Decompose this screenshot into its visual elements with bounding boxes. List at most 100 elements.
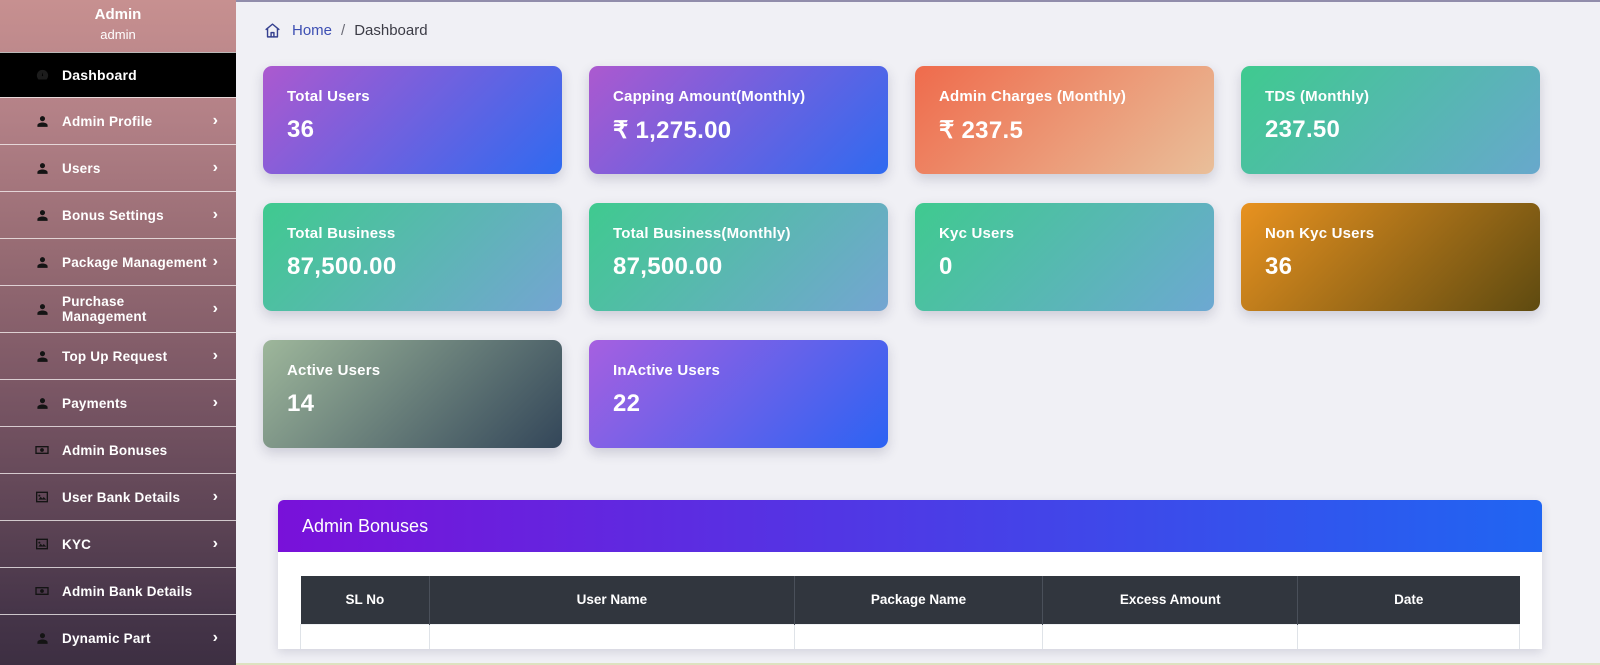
sidebar-item-users[interactable]: Users › (0, 144, 236, 191)
stat-card-tds-monthly: TDS (Monthly) 237.50 (1241, 66, 1540, 174)
stat-card-label: Non Kyc Users (1265, 225, 1375, 242)
sidebar-item-bonus-settings[interactable]: Bonus Settings › (0, 191, 236, 238)
stat-card-value: 36 (1265, 253, 1293, 280)
user-icon (34, 395, 50, 411)
chevron-right-icon: › (212, 347, 218, 364)
chevron-right-icon: › (212, 488, 218, 505)
stat-card-label: TDS (Monthly) (1265, 88, 1370, 105)
stat-card-total-business: Total Business 87,500.00 (263, 203, 562, 311)
stat-card-kyc-users: Kyc Users 0 (915, 203, 1214, 311)
chevron-right-icon: › (212, 253, 218, 270)
stat-card-capping-amount-monthly: Capping Amount(Monthly) ₹ 1,275.00 (589, 66, 888, 174)
column-header-package-name: Package Name (794, 576, 1044, 624)
sidebar-item-payments[interactable]: Payments › (0, 379, 236, 426)
stat-card-total-users: Total Users 36 (263, 66, 562, 174)
money-icon (34, 583, 50, 599)
admin-bonuses-header: Admin Bonuses (278, 500, 1542, 552)
stat-card-label: Admin Charges (Monthly) (939, 88, 1127, 105)
stat-card-value: 22 (613, 390, 641, 417)
empty-cell (1042, 623, 1299, 649)
column-header-user-name: User Name (429, 576, 795, 624)
sidebar-header: Admin admin (0, 0, 236, 52)
sidebar-item-label: Package Management (62, 254, 207, 270)
breadcrumb: Home / Dashboard (264, 22, 1600, 39)
stat-card-label: Total Users (287, 88, 370, 105)
breadcrumb-current: Dashboard (354, 22, 428, 39)
stat-cards-grid: Total Users 36 Capping Amount(Monthly) ₹ 1,… (263, 66, 1540, 448)
user-icon (34, 160, 50, 176)
user-icon (34, 207, 50, 223)
bottom-edge-line (236, 663, 1600, 665)
sidebar-item-package-management[interactable]: Package Management › (0, 238, 236, 285)
stat-card-non-kyc-users: Non Kyc Users 36 (1241, 203, 1540, 311)
app-title: Admin (94, 6, 142, 23)
sidebar-item-dynamic-part[interactable]: Dynamic Part › (0, 614, 236, 661)
empty-cell (1297, 623, 1520, 649)
user-icon (34, 113, 50, 129)
chevron-right-icon: › (212, 394, 218, 411)
stat-card-label: InActive Users (613, 362, 721, 379)
column-header-date: Date (1297, 576, 1520, 624)
stat-card-label: Total Business (287, 225, 396, 242)
sidebar-item-label: User Bank Details (62, 489, 181, 505)
sidebar-item-dashboard[interactable]: Dashboard (0, 52, 236, 97)
sidebar-item-top-up-request[interactable]: Top Up Request › (0, 332, 236, 379)
home-icon (264, 22, 281, 39)
stat-card-total-business-monthly: Total Business(Monthly) 87,500.00 (589, 203, 888, 311)
admin-bonuses-table: SL No User Name Package Name Excess Amount D… (299, 576, 1520, 649)
sidebar-item-label: Bonus Settings (62, 207, 164, 223)
empty-cell (793, 623, 1044, 649)
money-icon (34, 442, 50, 458)
sidebar-item-user-bank-details[interactable]: User Bank Details › (0, 473, 236, 520)
sidebar-item-label: Top Up Request (62, 348, 168, 364)
app-subtitle: admin (100, 27, 136, 42)
sidebar-item-admin-bonuses[interactable]: Admin Bonuses (0, 426, 236, 473)
sidebar-item-label: Purchase Management (62, 294, 147, 324)
empty-cell (299, 623, 431, 649)
stat-card-label: Capping Amount(Monthly) (613, 88, 806, 105)
stat-card-admin-charges-monthly: Admin Charges (Monthly) ₹ 237.5 (915, 66, 1214, 174)
table-header-row: SL No User Name Package Name Excess Amount D… (300, 576, 1520, 624)
sidebar-item-label: Payments (62, 395, 128, 411)
sidebar-item-label: Admin Bank Details (62, 583, 193, 599)
sidebar-item-label: Users (62, 160, 101, 176)
stat-card-value: 14 (287, 390, 315, 417)
dashboard-icon (34, 67, 50, 83)
chevron-right-icon: › (212, 159, 218, 176)
chevron-right-icon: › (212, 112, 218, 129)
sidebar: Admin admin Dashboard Admin Profile › Users… (0, 0, 236, 665)
sidebar-item-purchase-management[interactable]: Purchase Management › (0, 285, 236, 332)
user-icon (34, 348, 50, 364)
sidebar-item-label: Admin Profile (62, 113, 153, 129)
main-content: Home / Dashboard Total Users 36 Capping Am… (236, 0, 1600, 665)
empty-cell (429, 623, 795, 649)
breadcrumb-home-link[interactable]: Home (292, 22, 333, 39)
stat-card-value: 0 (939, 253, 953, 280)
sidebar-item-admin-bank-details[interactable]: Admin Bank Details (0, 567, 236, 614)
stat-card-inactive-users: InActive Users 22 (589, 340, 888, 448)
image-icon (34, 536, 50, 552)
breadcrumb-separator: / (341, 22, 346, 39)
image-icon (34, 489, 50, 505)
admin-bonuses-panel: Admin Bonuses SL No User Name Package Name… (278, 500, 1542, 649)
chevron-right-icon: › (212, 206, 218, 223)
stat-card-value: 87,500.00 (287, 253, 397, 280)
stat-card-value: 87,500.00 (613, 253, 723, 280)
column-header-sl-no: SL No (300, 576, 431, 624)
sidebar-nav: Dashboard Admin Profile › Users › Bonus Setti… (0, 52, 236, 661)
stat-card-active-users: Active Users 14 (263, 340, 562, 448)
sidebar-item-kyc[interactable]: KYC › (0, 520, 236, 567)
admin-bonuses-body: SL No User Name Package Name Excess Amount D… (278, 552, 1542, 649)
chevron-right-icon: › (212, 300, 218, 317)
sidebar-item-label: KYC (62, 536, 92, 552)
stat-card-value: ₹ 1,275.00 (613, 117, 732, 144)
sidebar-item-label: Dynamic Part (62, 630, 151, 646)
stat-card-label: Kyc Users (939, 225, 1015, 242)
sidebar-item-label: Dashboard (62, 67, 137, 83)
table-row (299, 623, 1520, 649)
sidebar-item-admin-profile[interactable]: Admin Profile › (0, 97, 236, 144)
stat-card-value: 237.50 (1265, 116, 1341, 143)
user-icon (34, 301, 50, 317)
column-header-excess-amount: Excess Amount (1042, 576, 1299, 624)
sidebar-item-label: Admin Bonuses (62, 442, 168, 458)
